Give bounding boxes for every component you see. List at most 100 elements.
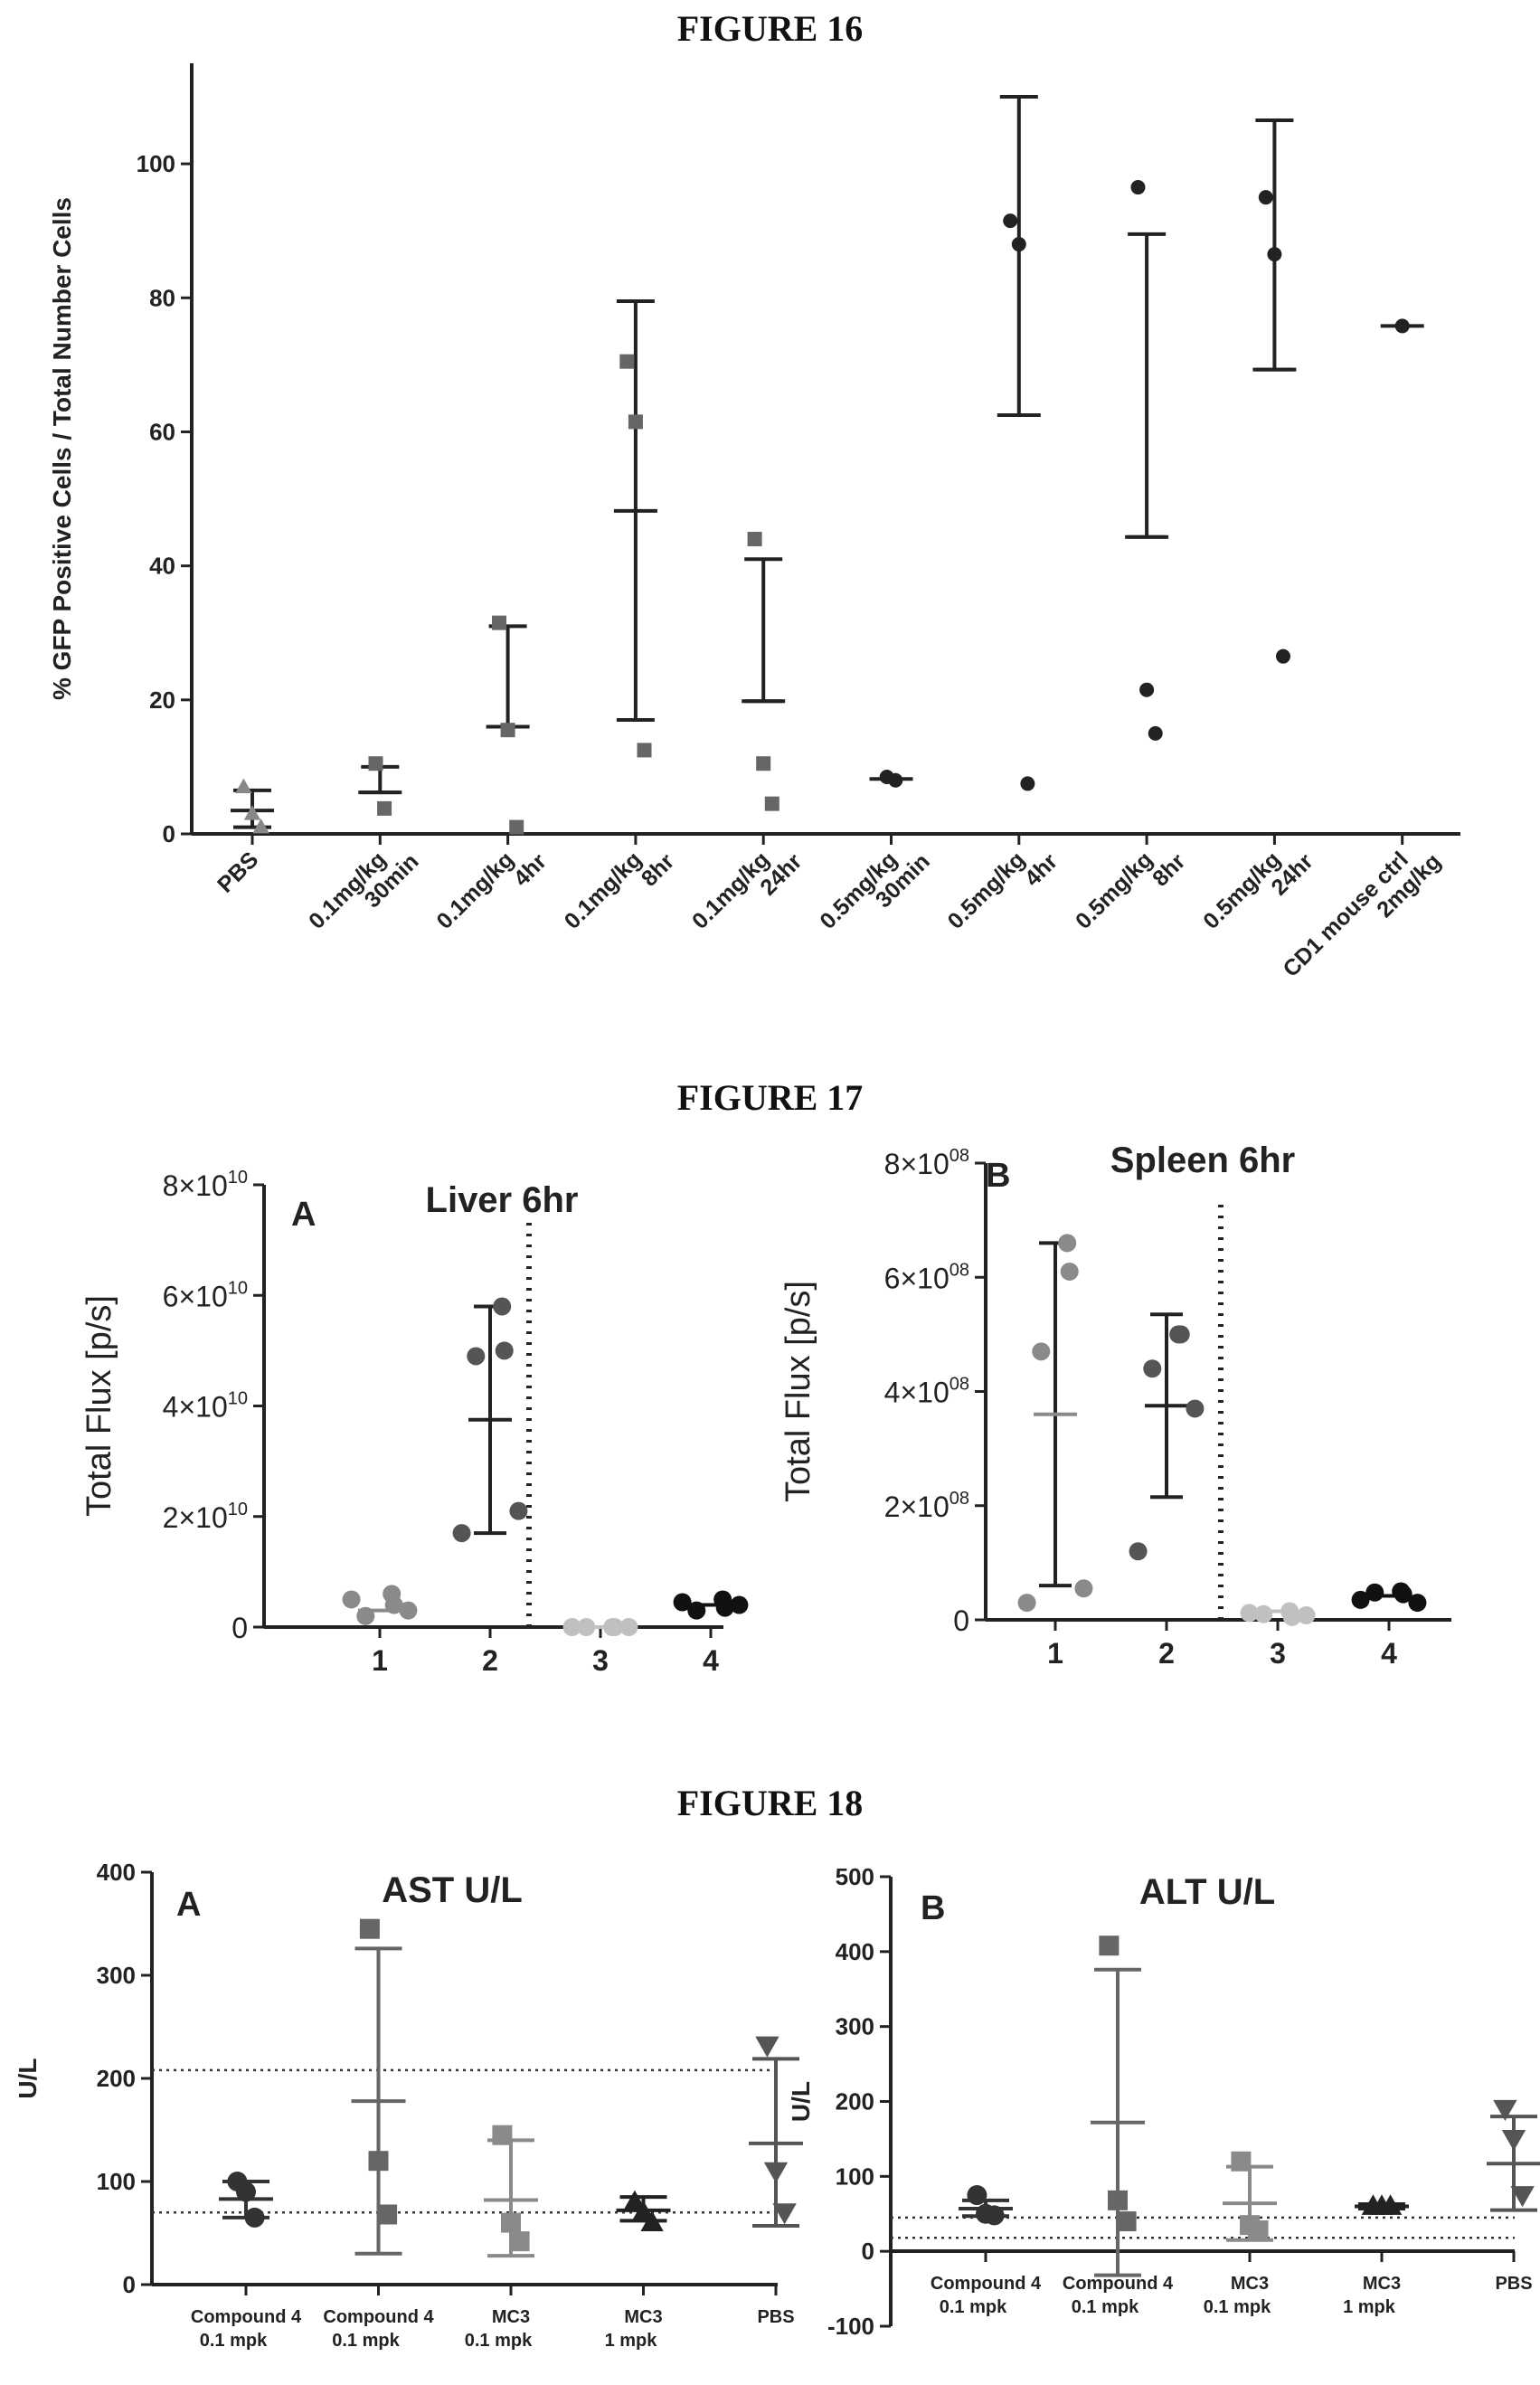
data-point [1408,1594,1427,1613]
figure-17-title: FIGURE 17 [676,1077,864,1118]
data-point [1139,682,1155,697]
data-point [673,1593,692,1612]
data-group [1223,2151,1277,2242]
panel-letter: A [176,1886,201,1924]
data-point [1129,1542,1148,1561]
y-tick-label: 100 [97,2168,136,2195]
data-group [484,2125,538,2258]
data-point [967,2185,987,2206]
y-tick-label: 60 [149,418,175,445]
x-category-label: 1 [372,1644,388,1677]
x-category-label: 4hr [1020,848,1063,891]
data-point [1011,237,1026,252]
data-point [1297,1605,1316,1624]
data-point [640,2210,664,2231]
y-tick-mantissa: 4×10 [884,1377,950,1409]
data-point [1276,648,1290,664]
data-point [1130,180,1146,195]
chart-fig18A: 0 100 200 300 400 U/L AST U/L A Compound 4 0.1 mp… [14,1859,803,2351]
y-tick-label: 40 [149,553,175,580]
y-tick-label: 8×1008 [884,1146,969,1180]
data-point [730,1595,749,1614]
y-tick-label: 2×1010 [163,1500,248,1534]
y-tick-label: 500 [836,1863,874,1890]
y-tick-mantissa: 8×10 [884,1148,950,1180]
data-point [763,2162,789,2183]
data-group [231,778,274,834]
y-tick-label: 0 [862,2238,874,2265]
chart-title: Liver 6hr [426,1180,579,1220]
data-group [749,2036,803,2229]
data-group [742,532,786,811]
data-group [613,299,657,758]
y-tick-label: 4×1010 [163,1389,248,1424]
data-group [342,1585,418,1625]
y-tick-exponent: 08 [950,1260,969,1280]
y-tick-exponent: 08 [950,1375,969,1395]
figure-16-title: FIGURE 16 [676,8,864,49]
data-point [399,1601,418,1620]
x-category-label: 4 [1381,1637,1397,1670]
data-point [1351,1590,1370,1609]
data-point [492,615,506,630]
x-category-label: 0.1 mpk [200,2331,268,2351]
data-point [1143,1359,1162,1378]
data-point [1248,2219,1269,2240]
y-tick-label: 4×1008 [884,1375,969,1409]
data-group [1017,1234,1093,1613]
data-point [501,2212,521,2233]
x-category-label: 1 mpk [605,2331,658,2351]
x-category-label: 8hr [1148,848,1190,891]
x-category-label: 4hr [509,848,552,891]
data-point [342,1590,361,1609]
y-tick-label: 300 [836,2013,874,2040]
x-category-label: 0.1mg/kg [431,847,518,933]
x-category-label: 0.1 mpk [940,2297,1007,2317]
chart-fig18B: -100 0 100 200 300 400 500 U/L ALT U/L B Compound … [787,1863,1540,2340]
data-point [1074,1579,1093,1598]
data-point [467,1347,486,1366]
data-group [1125,180,1169,741]
data-point [1501,2130,1526,2152]
data-point [509,819,524,835]
data-point [1267,247,1282,262]
y-tick-label: 400 [836,1938,874,1965]
x-category-label: Compound 4 [931,2274,1042,2294]
x-category-label: 4 [703,1644,719,1677]
data-point [888,772,903,788]
y-tick-label: 6×1010 [163,1278,248,1312]
x-category-label: PBS [213,847,263,897]
y-tick-exponent: 10 [228,1389,248,1409]
data-point [368,756,383,771]
data-point [1254,1604,1273,1623]
x-category-label: MC3 [1231,2274,1269,2294]
data-point [1365,1583,1384,1602]
data-point [1003,213,1018,229]
data-group [452,1297,528,1543]
y-tick-label: 200 [97,2065,136,2092]
panel-letter: B [921,1889,945,1927]
data-point [1510,2186,1535,2208]
chart-title: AST U/L [382,1870,523,1910]
x-category-label: 0.1mg/kg [687,847,774,933]
data-point [452,1524,471,1543]
x-category-label: PBS [1495,2274,1532,2294]
y-tick-label: 0 [123,2271,136,2298]
data-point [509,2231,530,2252]
y-tick-label: 0 [231,1612,248,1644]
data-group [1129,1312,1205,1561]
data-point [236,2182,256,2202]
data-point [1493,2099,1517,2121]
x-category-label: 0.1mg/kg [560,847,647,933]
data-point [377,800,392,816]
data-group [959,2185,1013,2226]
data-point [984,2205,1005,2226]
data-group [562,1618,638,1636]
data-point [623,2190,647,2211]
data-point [747,532,762,547]
x-category-label: 1 [1047,1637,1063,1670]
y-tick-mantissa: 6×10 [163,1280,228,1312]
y-tick-label: 2×1008 [884,1489,969,1523]
